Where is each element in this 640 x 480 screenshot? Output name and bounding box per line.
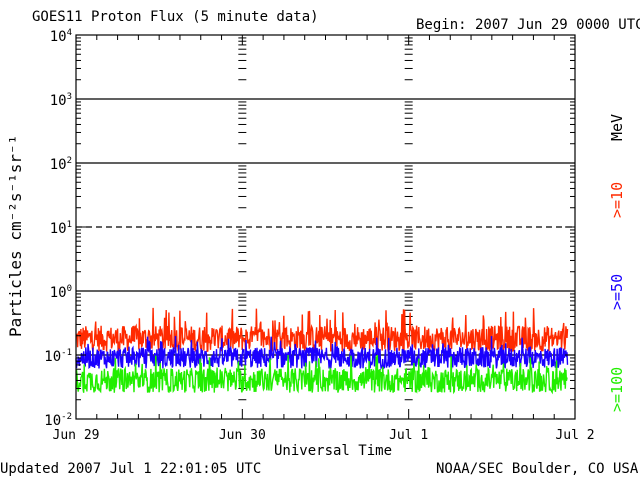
series-line-100mev — [75, 354, 568, 395]
legend-unit: MeV — [608, 113, 626, 141]
x-tick-label: Jun 29 — [53, 428, 100, 443]
x-axis-label: Universal Time — [274, 443, 393, 459]
y-tick-label: 101 — [50, 220, 72, 237]
y-tick-label: 102 — [50, 156, 72, 173]
y-axis-label: Particles cm⁻²s⁻¹sr⁻¹ — [6, 134, 25, 337]
chart-title: GOES11 Proton Flux (5 minute data) — [32, 9, 319, 25]
source-credit: NOAA/SEC Boulder, CO USA — [436, 461, 639, 477]
legend-entry-100mev: >=100 — [608, 366, 626, 412]
x-tick-label: Jul 2 — [555, 428, 594, 443]
x-tick-label: Jul 1 — [389, 428, 428, 443]
legend-entry-50mev: >=50 — [608, 273, 626, 310]
legend-entry-10mev: >=10 — [608, 181, 626, 218]
x-tick-label: Jun 30 — [219, 428, 266, 443]
y-tick-label: 100 — [50, 284, 72, 301]
updated-timestamp: Updated 2007 Jul 1 22:01:05 UTC — [0, 461, 262, 477]
series-line-10mev — [75, 307, 569, 353]
begin-date: Begin: 2007 Jun 29 0000 UTC — [416, 17, 640, 33]
y-tick-label: 10-1 — [44, 348, 72, 365]
y-tick-label: 104 — [50, 28, 72, 45]
y-tick-label: 10-2 — [44, 412, 72, 429]
series-line-50mev — [75, 335, 569, 371]
y-tick-label: 103 — [50, 92, 72, 109]
